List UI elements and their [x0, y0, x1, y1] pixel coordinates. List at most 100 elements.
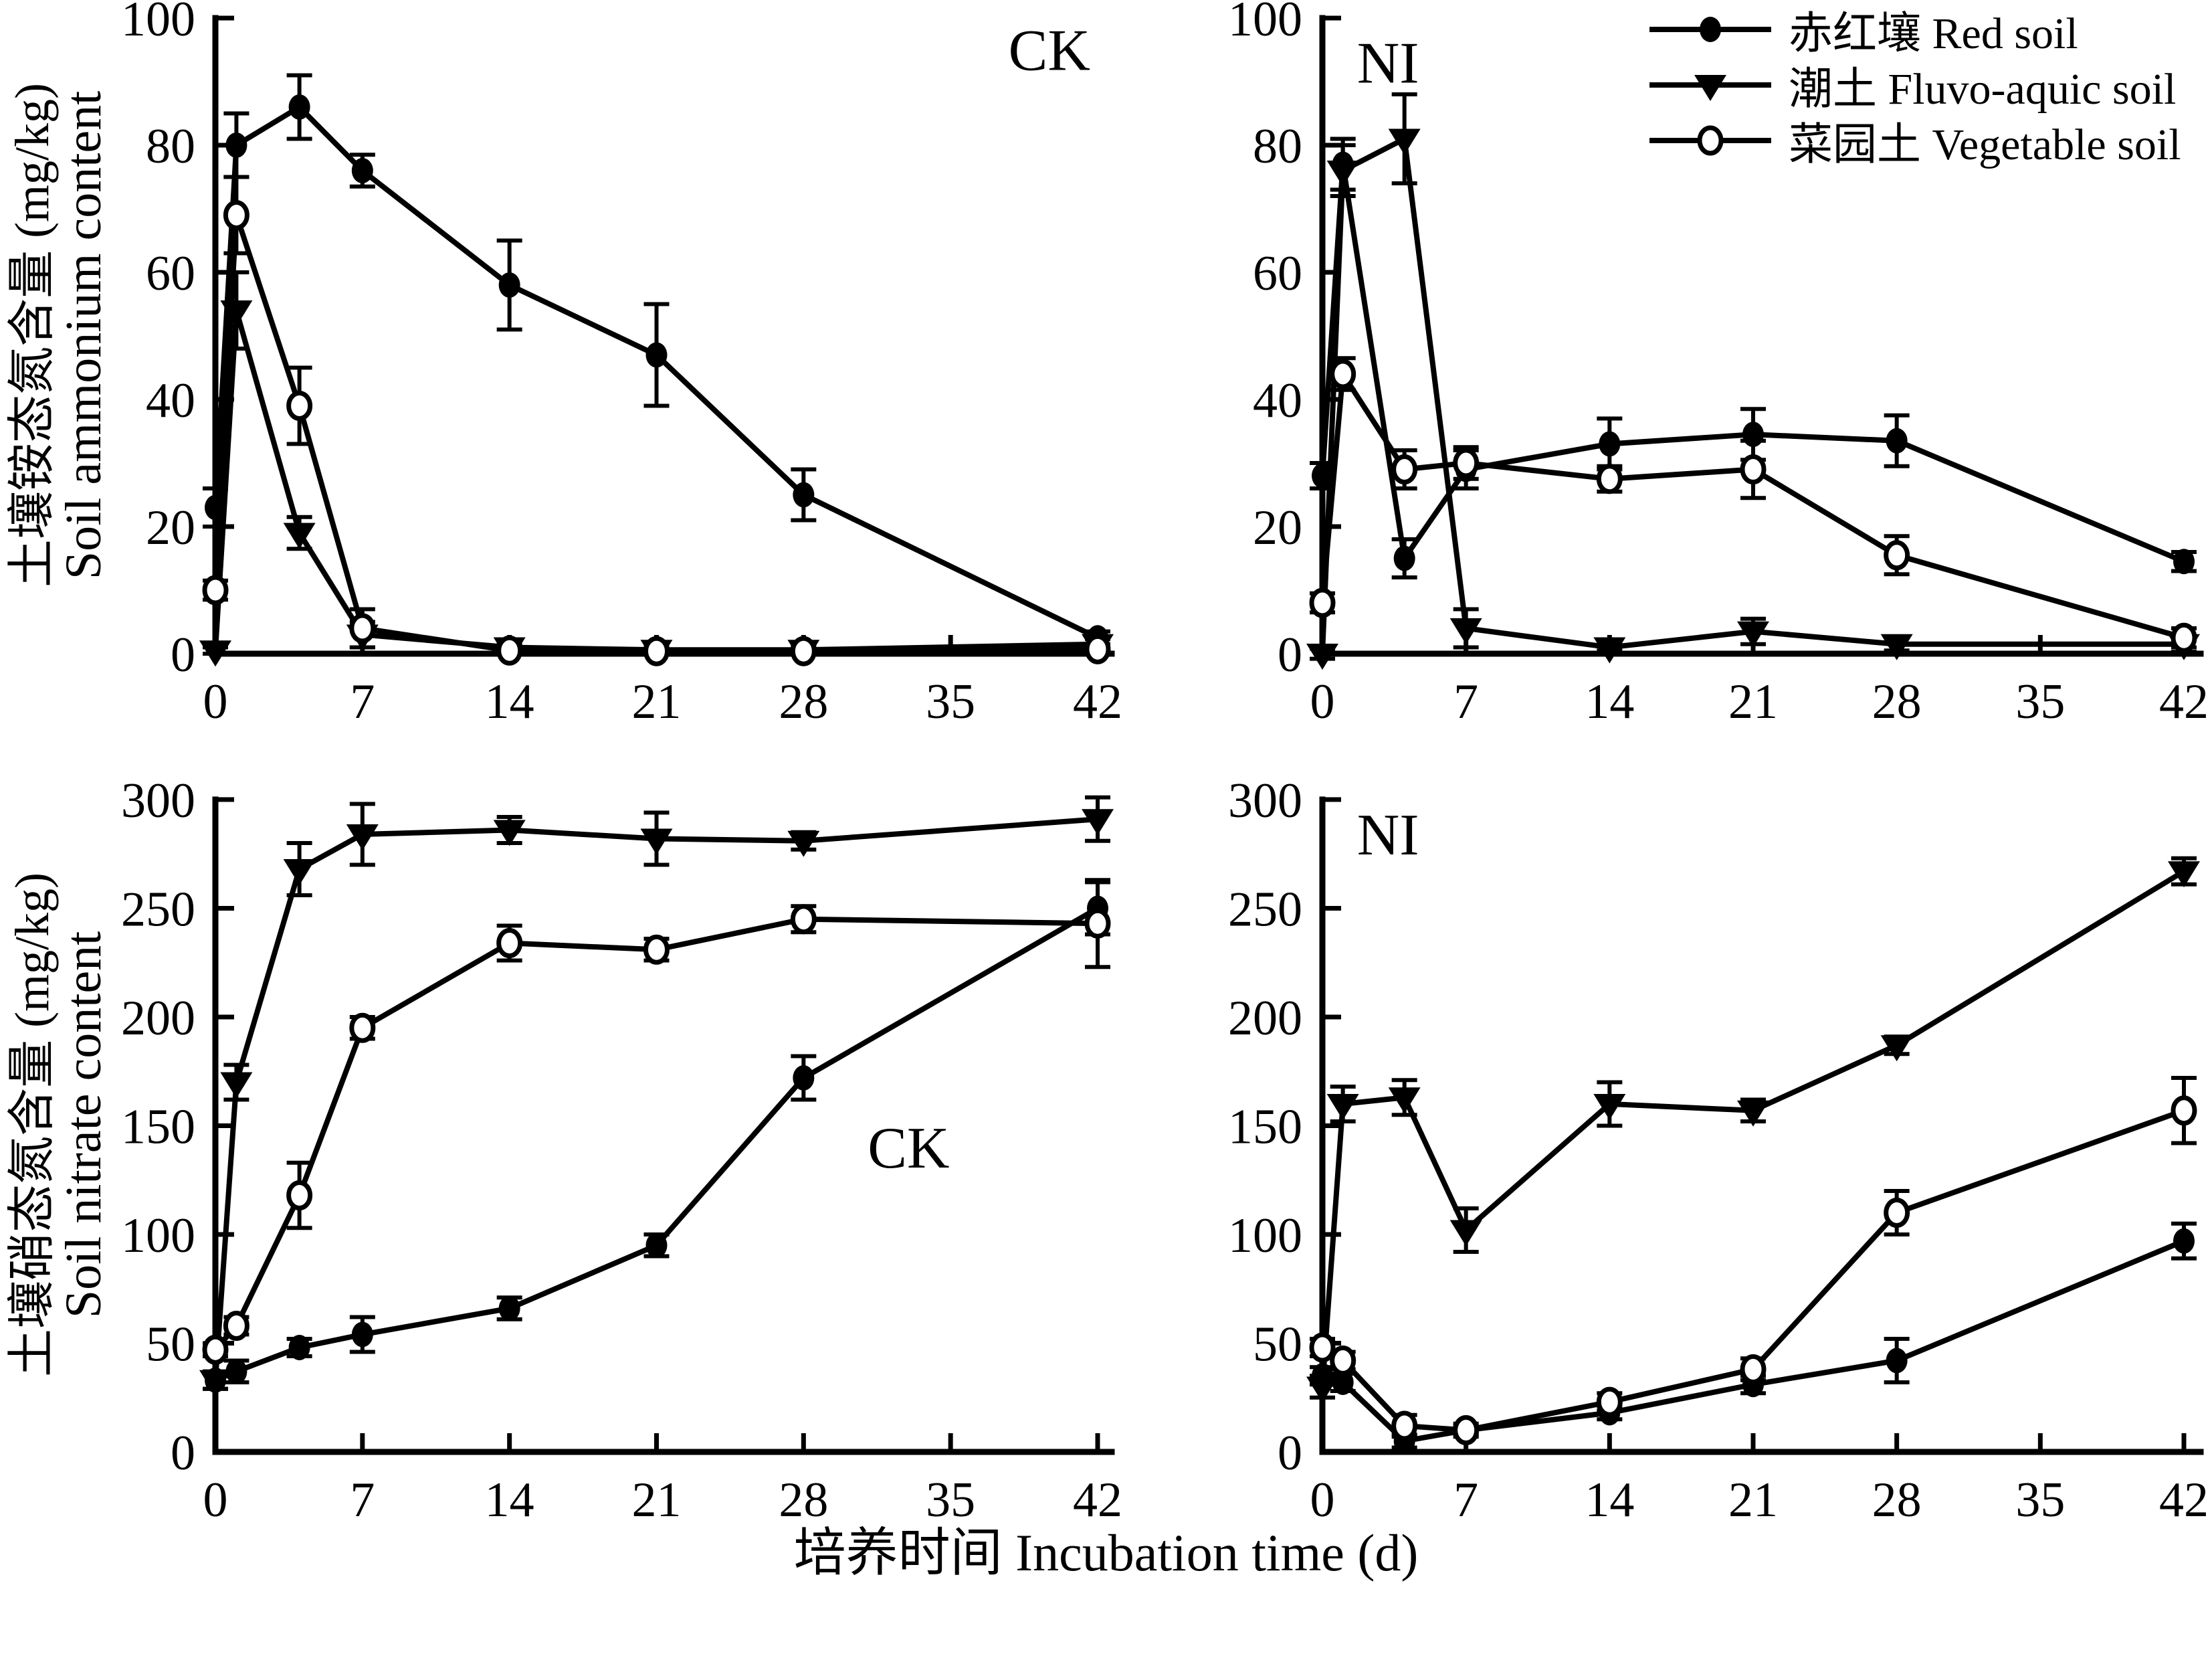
y-ticks-ck-ammonium: 0 20 40 60 80 100	[121, 0, 234, 682]
data-point	[202, 1334, 229, 1365]
data-point	[1593, 1094, 1626, 1120]
data-point	[199, 640, 231, 667]
data-point	[1880, 1035, 1913, 1062]
y-tick-label: 0	[1278, 628, 1302, 682]
data-point	[493, 820, 526, 846]
data-point	[286, 1180, 313, 1210]
data-point	[1449, 1220, 1482, 1247]
y-tick-label: 100	[121, 1208, 195, 1263]
legend-marker-open-circle-icon	[1649, 125, 1771, 155]
series-ni-ammonium-filled-circle	[1310, 136, 2197, 579]
error-bars	[1310, 1221, 2197, 1450]
data-point	[1084, 908, 1111, 939]
panel-ck-nitrate: 0 50 100 150 200 250 300 0 7 14 21 28 35 42 CK	[121, 773, 1122, 1528]
data-point	[1884, 1198, 1910, 1228]
data-point	[288, 94, 310, 120]
data-point	[1084, 634, 1111, 664]
legend-marker-glyph	[1700, 16, 1721, 42]
data-point	[351, 1321, 373, 1348]
y-tick-label: 0	[171, 628, 195, 682]
series-ni-nitrate-filled-triangle	[1306, 856, 2200, 1403]
y-tick-label: 40	[146, 373, 195, 428]
series-ck-ammonium-open-circle	[202, 175, 1111, 666]
x-tick-label: 35	[2015, 1473, 2065, 1528]
data-point	[640, 828, 673, 855]
data-point	[1391, 1410, 1418, 1441]
error-bars	[203, 175, 1110, 656]
data-point	[1740, 454, 1767, 484]
axes-ck-ammonium	[212, 15, 1115, 657]
data-point	[283, 859, 316, 885]
series-ck-ammonium-filled-circle	[203, 73, 1110, 651]
y-tick-label: 300	[1228, 773, 1302, 828]
y-tick-label: 300	[121, 773, 195, 828]
data-point	[793, 1065, 815, 1091]
y-tick-label: 100	[1228, 0, 1302, 47]
x-tick-label: 7	[350, 674, 375, 729]
data-point	[1326, 161, 1359, 187]
data-point	[1330, 359, 1356, 389]
data-point	[1309, 1332, 1336, 1363]
panel-ck-ammonium: 0 20 40 60 80 100 0 7 14 21 28 35 42 CK	[121, 0, 1122, 729]
series-line	[1321, 1238, 2185, 1445]
x-ticks-ck-nitrate: 0 7 14 21 28 35 42	[203, 1433, 1122, 1528]
data-point	[498, 272, 520, 298]
panel-ni-ammonium: 0 20 40 60 80 100 0 7 14 21 28 35 42 NI	[1228, 0, 2209, 729]
data-point	[351, 158, 373, 183]
x-ticks-ni-ammonium: 0 7 14 21 28 35 42	[1310, 635, 2209, 729]
data-point	[790, 904, 817, 935]
data-point	[349, 613, 376, 644]
x-tick-label: 0	[203, 674, 228, 729]
data-point	[1306, 644, 1338, 670]
data-point	[1737, 1100, 1769, 1127]
x-tick-label: 28	[1872, 1473, 1922, 1528]
data-point	[1596, 464, 1623, 494]
data-point	[223, 200, 249, 230]
series-line	[1320, 163, 2185, 566]
data-point	[288, 1335, 310, 1360]
axes-ck-nitrate	[212, 796, 1115, 1455]
legend-label-vegetable-soil: 菜园土 Vegetable soil	[1789, 120, 2181, 169]
data-point	[1082, 809, 1114, 836]
data-point	[225, 132, 247, 158]
data-point	[1306, 1376, 1338, 1403]
y-tick-label: 60	[1253, 246, 1302, 301]
data-point	[1596, 1386, 1623, 1417]
y-tick-label: 150	[121, 1100, 195, 1155]
data-point	[225, 1358, 247, 1384]
x-tick-label: 14	[1585, 674, 1634, 729]
x-tick-label: 0	[1310, 674, 1335, 729]
x-tick-label: 7	[1453, 1473, 1478, 1528]
series-line	[1320, 134, 2184, 654]
series-line	[1320, 868, 2186, 1387]
error-bars	[1310, 856, 2197, 1400]
x-tick-label: 14	[485, 674, 534, 729]
data-point	[1737, 621, 1769, 648]
y-tick-label: 0	[1278, 1426, 1302, 1481]
data-point	[645, 342, 668, 368]
legend: 赤红壤 Red soil 潮土 Fluvo-aquic soil 菜园土 Veg…	[1647, 1, 2181, 169]
y-tick-label: 250	[1228, 883, 1302, 937]
x-tick-label: 42	[1073, 674, 1122, 729]
data-point	[2173, 549, 2195, 575]
x-tick-label: 21	[632, 1473, 682, 1528]
x-tick-label: 0	[203, 1473, 228, 1528]
x-tick-label: 7	[1453, 674, 1478, 729]
series-ck-nitrate-filled-triangle	[199, 795, 1114, 1396]
x-tick-label: 35	[926, 1473, 975, 1528]
legend-marker-filled-triangle-icon	[1649, 74, 1771, 101]
legend-label-red-soil: 赤红壤 Red soil	[1789, 9, 2078, 58]
x-axis-title: 培养时间 Incubation time (d)	[793, 1524, 1419, 1582]
data-point	[202, 575, 229, 606]
panel-label-ni-ammonium: NI	[1357, 31, 1419, 96]
legend-marker-glyph	[1697, 125, 1724, 155]
data-point	[349, 1012, 376, 1043]
data-point	[643, 636, 670, 666]
axes-ni-nitrate	[1319, 796, 2204, 1455]
x-tick-label: 14	[485, 1473, 534, 1528]
data-point	[1599, 431, 1621, 457]
x-tick-label: 28	[779, 674, 828, 729]
data-point	[1884, 540, 1910, 571]
panel-label-ni-nitrate: NI	[1357, 803, 1419, 868]
x-ticks-ni-nitrate: 0 7 14 21 28 35 42	[1310, 1433, 2209, 1528]
